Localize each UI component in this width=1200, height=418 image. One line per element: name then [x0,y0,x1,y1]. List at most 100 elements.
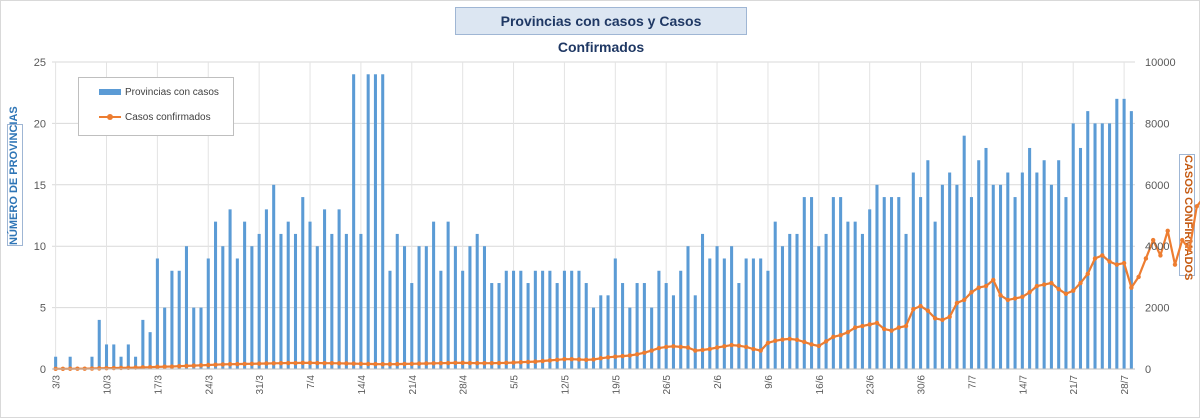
bar [330,233,334,369]
bar [591,307,596,369]
line-point [976,285,981,290]
bar [1006,172,1010,369]
line-point [852,325,858,330]
bar [1028,147,1032,369]
legend-item-line: Casos confirmados [99,110,211,124]
bar [1100,123,1104,370]
line-point [947,314,952,320]
line-point [365,361,371,367]
line-point [620,353,625,359]
bar [119,356,123,369]
x-tick-label: 21/7 [1069,375,1080,395]
line-point [307,360,313,366]
line-point [925,308,931,313]
bar [286,221,290,369]
line-point [489,360,494,366]
y-tick-label-left: 0 [40,364,46,376]
line-point [576,357,582,362]
line-point [569,356,574,362]
line-point [998,293,1003,298]
line-point [678,344,683,350]
line-point [358,361,364,366]
line-point [395,361,400,367]
bar [432,221,436,369]
bar [402,246,407,369]
line-point [845,329,851,335]
bar [664,283,668,369]
bar [519,270,523,369]
line-point [736,343,742,348]
bar [214,221,218,369]
x-tick-label: 16/6 [815,375,826,395]
bar [766,270,770,369]
bar [744,258,748,369]
bar [642,283,646,369]
line-point [271,361,276,366]
bar [395,233,399,369]
line-point [932,316,938,321]
line-point [940,317,945,323]
bar [824,233,828,369]
bar [439,270,443,369]
line-point [300,360,305,366]
bar [751,258,755,369]
line-point [1034,283,1040,289]
bar [555,283,559,369]
bar [1020,172,1024,369]
bar-series [54,74,1133,370]
line-point [911,306,916,312]
bar [831,197,835,369]
bar [882,197,886,369]
x-tick-label: 12/5 [560,375,571,395]
bar [693,295,697,369]
line-point [213,362,218,367]
line-point [809,342,814,347]
line-point [227,362,233,367]
bar [482,246,486,369]
bar [1057,160,1061,369]
bar [562,270,566,369]
line-point [162,364,167,369]
line-point [823,339,829,344]
x-tick-label: 14/7 [1018,375,1029,395]
line-point [722,344,727,349]
line-point [1172,262,1178,267]
line-point [1158,253,1163,258]
line-series [53,200,1200,372]
bar [206,258,210,369]
bar [184,246,188,369]
line-point [1049,280,1054,286]
bar [1013,197,1017,369]
bar [134,356,138,369]
bar [163,307,167,369]
line-point [1092,256,1098,261]
bar [126,344,130,369]
bar [708,258,712,369]
bar [424,246,428,369]
line-point [1165,228,1170,234]
line-point [351,361,356,366]
line-point [969,290,974,295]
bar [897,197,901,369]
line-point [627,353,633,358]
line-point [889,328,894,333]
y-tick-label-left: 10 [34,241,46,253]
line-point [983,283,989,289]
x-tick-label: 10/3 [103,375,114,395]
line-point [256,361,262,366]
bar [97,319,101,369]
bar [417,246,421,369]
bar [1049,184,1053,369]
line-point [482,360,487,366]
bar [526,283,530,369]
bar [846,221,850,369]
y-tick-label-right: 10000 [1145,57,1176,69]
bar [1071,123,1075,370]
x-tick-label: 28/4 [459,375,470,395]
bar [293,233,298,369]
bar [192,307,196,369]
bar [933,221,937,369]
bar [1086,111,1090,370]
x-tick-label: 30/6 [917,375,928,395]
bar [359,233,363,369]
